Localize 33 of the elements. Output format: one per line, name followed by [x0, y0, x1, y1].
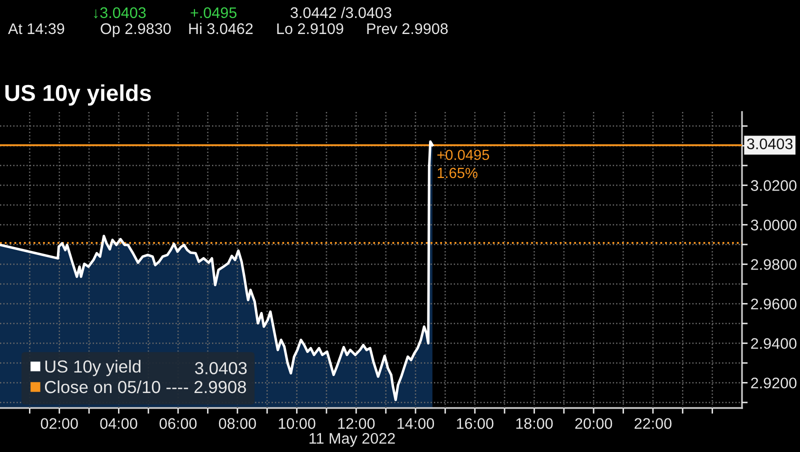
legend-label: US 10y yield: [45, 360, 140, 376]
y-tick-label: 2.9800: [751, 259, 796, 270]
x-tick-label: 06:00: [160, 418, 197, 429]
text: Lo 2.9109: [277, 23, 344, 34]
annotation: 1.65%: [438, 168, 478, 178]
legend-label: Close on 05/10 ---- 2.9908: [44, 380, 246, 394]
y-tick-label: 3.0200: [750, 180, 796, 191]
text: Op 2.9830: [100, 23, 171, 38]
x-tick-label: 20:00: [575, 418, 612, 429]
text: ↓3.0403: [94, 7, 146, 18]
x-tick-label: 10:00: [278, 418, 316, 429]
y-tick-label: 3.0000: [750, 220, 796, 230]
x-axis-title: 11 May 2022: [310, 432, 395, 447]
x-tick-label: 22:00: [634, 418, 672, 429]
text: At 14:39: [8, 23, 64, 34]
x-tick-label: 08:00: [218, 418, 256, 429]
y-tick-label: 2.9400: [751, 338, 796, 349]
x-tick-label: 02:00: [40, 418, 78, 429]
text: Prev 2.9908: [367, 23, 448, 34]
text: 3.0442 /3.0403: [290, 6, 392, 18]
y-tick-label: 2.9600: [751, 298, 796, 310]
y-tick-label: 2.9200: [751, 378, 796, 388]
x-tick-label: 14:00: [398, 418, 434, 429]
text: Hi 3.0462: [189, 22, 253, 34]
chart-title: US 10y yields: [5, 84, 151, 106]
x-tick-label: 04:00: [100, 418, 138, 429]
text: +.0495: [190, 7, 237, 18]
text: 3.0403: [195, 362, 247, 374]
x-tick-label: 12:00: [338, 418, 375, 429]
ref-line-label: 3.0403: [747, 138, 793, 150]
x-tick-label: 18:00: [516, 418, 553, 429]
x-tick-label: 16:00: [456, 418, 494, 429]
annotation: +0.0495: [437, 150, 490, 160]
